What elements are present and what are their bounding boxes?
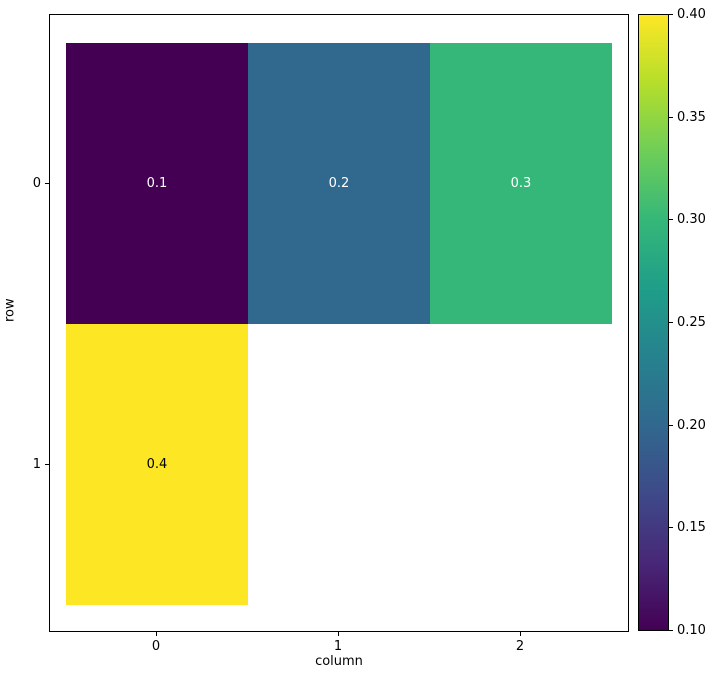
y-tick-mark xyxy=(45,182,49,184)
y-tick-mark xyxy=(45,463,49,465)
x-tick-mark xyxy=(156,632,157,636)
colorbar-gradient xyxy=(639,15,668,630)
x-tick-label: 1 xyxy=(333,639,343,654)
colorbar-tick-mark xyxy=(669,219,673,221)
colorbar-tick-mark xyxy=(669,527,673,529)
colorbar-tick-mark xyxy=(669,424,673,426)
x-tick-label: 2 xyxy=(515,639,525,654)
colorbar-tick-mark xyxy=(669,630,673,631)
cell-value-label: 0.3 xyxy=(510,176,532,191)
colorbar-tick-label: 0.10 xyxy=(677,623,706,638)
cell-value-label: 0.1 xyxy=(146,176,168,191)
heatmap-cell: 0.3 xyxy=(430,43,612,324)
y-axis-label: row xyxy=(2,298,18,322)
colorbar-tick-mark xyxy=(669,14,673,15)
colorbar-tick-label: 0.20 xyxy=(677,417,706,433)
y-tick-label: 1 xyxy=(32,456,41,472)
colorbar xyxy=(638,14,669,631)
cell-value-label: 0.2 xyxy=(328,176,350,191)
cell-value-label: 0.4 xyxy=(146,457,168,472)
heatmap-cell: 0.2 xyxy=(248,43,430,324)
colorbar-tick-label: 0.15 xyxy=(677,520,706,536)
colorbar-tick-mark xyxy=(669,322,673,323)
colorbar-tick-label: 0.35 xyxy=(677,109,706,125)
heatmap-cell: 0.1 xyxy=(66,43,248,324)
colorbar-tick-mark xyxy=(669,116,673,118)
colorbar-tick-label: 0.40 xyxy=(677,7,706,22)
colorbar-tick-label: 0.25 xyxy=(677,315,706,330)
y-tick-label: 0 xyxy=(32,175,41,191)
x-tick-label: 0 xyxy=(151,639,161,654)
heatmap-cell: 0.4 xyxy=(66,324,248,605)
x-axis-label: column xyxy=(315,654,363,669)
colorbar-tick-label: 0.30 xyxy=(677,212,706,228)
plot-area: 0.1 0.2 0.3 0.4 xyxy=(49,14,629,632)
x-tick-mark xyxy=(520,632,521,636)
x-tick-mark xyxy=(338,632,339,636)
